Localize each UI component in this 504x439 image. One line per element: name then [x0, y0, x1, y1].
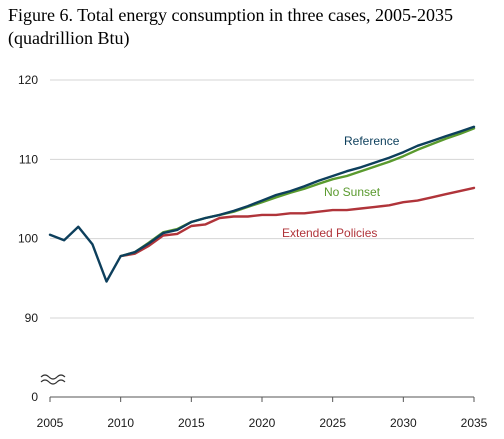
x-tick-label-2035: 2035 — [461, 416, 488, 430]
y-tick-label-0: 0 — [31, 390, 38, 404]
chart-title-line2: (quadrillion Btu) — [8, 28, 130, 48]
chart-title: Figure 6. Total energy consumption in th… — [8, 4, 504, 50]
y-tick-label-110: 110 — [19, 152, 38, 166]
gridlines — [40, 79, 474, 398]
x-tick-label-2025: 2025 — [319, 416, 346, 430]
axis-break-symbol — [40, 374, 66, 385]
series-line-reference — [48, 125, 476, 283]
y-tick-label-90: 90 — [25, 311, 39, 325]
series-lines — [48, 125, 476, 283]
x-tick-label-2020: 2020 — [249, 416, 276, 430]
chart-title-line1: Figure 6. Total energy consumption in th… — [8, 5, 453, 25]
series-label-no-sunset: No Sunset — [324, 185, 381, 199]
x-tick-label-2015: 2015 — [178, 416, 205, 430]
series-labels: Reference No Sunset Extended Policies — [282, 134, 400, 240]
x-tick-label-2010: 2010 — [107, 416, 134, 430]
series-line-extended-policies — [119, 186, 476, 258]
series-label-reference: Reference — [344, 134, 400, 148]
x-tick-label-2005: 2005 — [37, 416, 64, 430]
y-tick-label-120: 120 — [18, 73, 38, 87]
x-tick-label-2030: 2030 — [390, 416, 417, 430]
axis-ticks: 0 90 100 110 120 2005 2010 2015 2020 2025 2030 2035 — [18, 73, 488, 430]
series-label-extended-policies: Extended Policies — [282, 226, 377, 240]
y-tick-label-100: 100 — [18, 232, 38, 246]
